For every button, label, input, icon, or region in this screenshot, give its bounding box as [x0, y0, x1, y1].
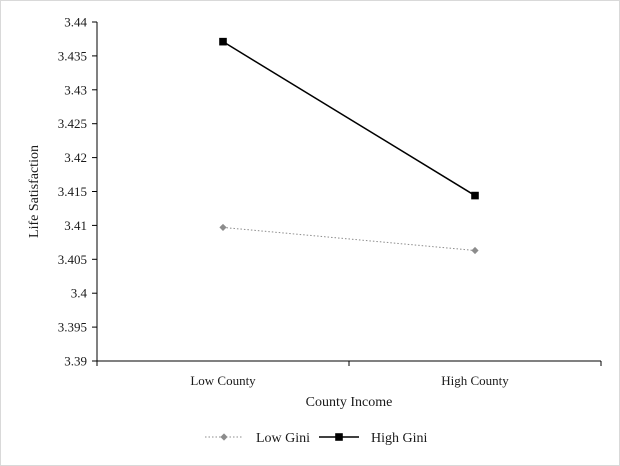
- x-axis-title: County Income: [306, 395, 393, 410]
- legend-square-marker-icon: [335, 433, 343, 441]
- y-tick-label: 3.405: [58, 252, 87, 267]
- data-point-high-gini: [471, 191, 479, 200]
- data-point-low-gini: [471, 246, 479, 255]
- legend-label-low-gini: Low Gini: [256, 431, 310, 446]
- legend-diamond-marker-icon: [220, 433, 228, 441]
- x-tick-label: High County: [441, 373, 509, 388]
- y-axis-ticks: 3.39 3.395 3.4 3.405 3.41 3.415 3.42 3.425 3.43 3…: [58, 15, 97, 369]
- y-tick-label: 3.44: [64, 15, 87, 30]
- series-line-low-gini: [222, 226, 476, 251]
- y-tick-label: 3.42: [64, 150, 87, 165]
- data-point-high-gini: [219, 37, 227, 46]
- y-axis-title: Life Satisfaction: [27, 145, 42, 238]
- legend-item-high-gini: High Gini: [319, 431, 428, 446]
- legend-label-high-gini: High Gini: [371, 431, 428, 446]
- y-tick-label: 3.43: [64, 82, 87, 97]
- legend: Low Gini High Gini: [205, 431, 428, 446]
- x-axis: Low County High County: [96, 360, 602, 388]
- y-tick-label: 3.39: [64, 354, 87, 369]
- legend-item-low-gini: Low Gini: [205, 431, 310, 446]
- y-tick-label: 3.41: [64, 218, 87, 233]
- x-tick-label: Low County: [190, 373, 256, 388]
- y-tick-label: 3.435: [58, 48, 87, 63]
- y-tick-label: 3.415: [58, 184, 87, 199]
- y-tick-label: 3.4: [71, 286, 88, 301]
- y-tick-label: 3.425: [58, 116, 87, 131]
- y-tick-label: 3.395: [58, 320, 87, 335]
- series-line-high-gini: [222, 41, 476, 197]
- series-layer: [219, 37, 479, 255]
- data-point-low-gini: [219, 223, 227, 232]
